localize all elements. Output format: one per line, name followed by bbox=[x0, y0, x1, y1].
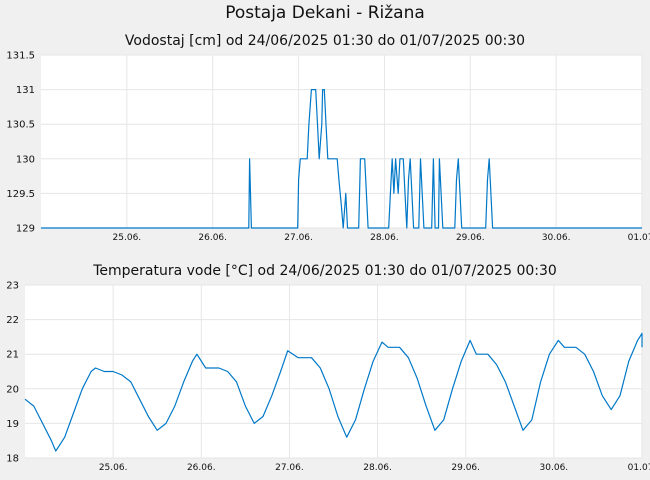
main-title: Postaja Dekani - Rižana bbox=[225, 3, 425, 23]
water-temperature-x-tick-label: 28.06. bbox=[363, 463, 392, 473]
water-level-x-tick-label: 30.06. bbox=[542, 233, 571, 243]
water-level-x-tick-label: 28.06. bbox=[370, 233, 399, 243]
water-level-y-tick-label: 130 bbox=[16, 154, 35, 165]
water-temperature-y-tick-label: 21 bbox=[6, 350, 19, 361]
water-temperature-x-tick-label: 25.06. bbox=[99, 463, 128, 473]
water-temperature-y-tick-label: 20 bbox=[6, 384, 19, 395]
water-level-plot-area bbox=[41, 55, 642, 228]
water-level-x-tick-label: 27.06. bbox=[284, 233, 313, 243]
water-temperature-y-tick-label: 18 bbox=[6, 454, 19, 465]
water-level-x-tick-label: 26.06. bbox=[198, 233, 227, 243]
water-temperature-x-tick-label: 29.06. bbox=[451, 463, 480, 473]
water-level-x-tick-label: 01.07. bbox=[628, 233, 650, 243]
water-level-y-tick-label: 131 bbox=[16, 85, 35, 96]
water-level-y-tick-label: 129.5 bbox=[6, 189, 35, 200]
water-temperature-plot-area bbox=[25, 285, 642, 458]
water-level-chart-title: Vodostaj [cm] od 24/06/2025 01:30 do 01/… bbox=[125, 33, 525, 49]
water-temperature-x-tick-label: 27.06. bbox=[275, 463, 304, 473]
water-temperature-x-tick-label: 26.06. bbox=[187, 463, 216, 473]
water-temperature-series-line bbox=[24, 332, 643, 452]
water-level-chart: Vodostaj [cm] od 24/06/2025 01:30 do 01/… bbox=[6, 33, 650, 243]
water-temperature-x-tick-label: 01.07. bbox=[628, 463, 650, 473]
water-level-x-tick-label: 29.06. bbox=[456, 233, 485, 243]
water-level-y-tick-label: 130.5 bbox=[6, 120, 35, 131]
water-temperature-chart: Temperatura vode [°C] od 24/06/2025 01:3… bbox=[6, 263, 650, 473]
water-level-series-line bbox=[41, 89, 642, 229]
water-temperature-chart-title: Temperatura vode [°C] od 24/06/2025 01:3… bbox=[92, 263, 557, 279]
water-level-y-tick-label: 131.5 bbox=[6, 51, 35, 62]
water-temperature-y-tick-label: 19 bbox=[6, 419, 19, 430]
water-level-x-tick-label: 25.06. bbox=[113, 233, 142, 243]
water-level-y-tick-label: 129 bbox=[16, 224, 35, 235]
water-temperature-y-tick-label: 23 bbox=[6, 281, 19, 292]
water-temperature-x-tick-label: 30.06. bbox=[540, 463, 569, 473]
water-temperature-y-tick-label: 22 bbox=[6, 315, 19, 326]
